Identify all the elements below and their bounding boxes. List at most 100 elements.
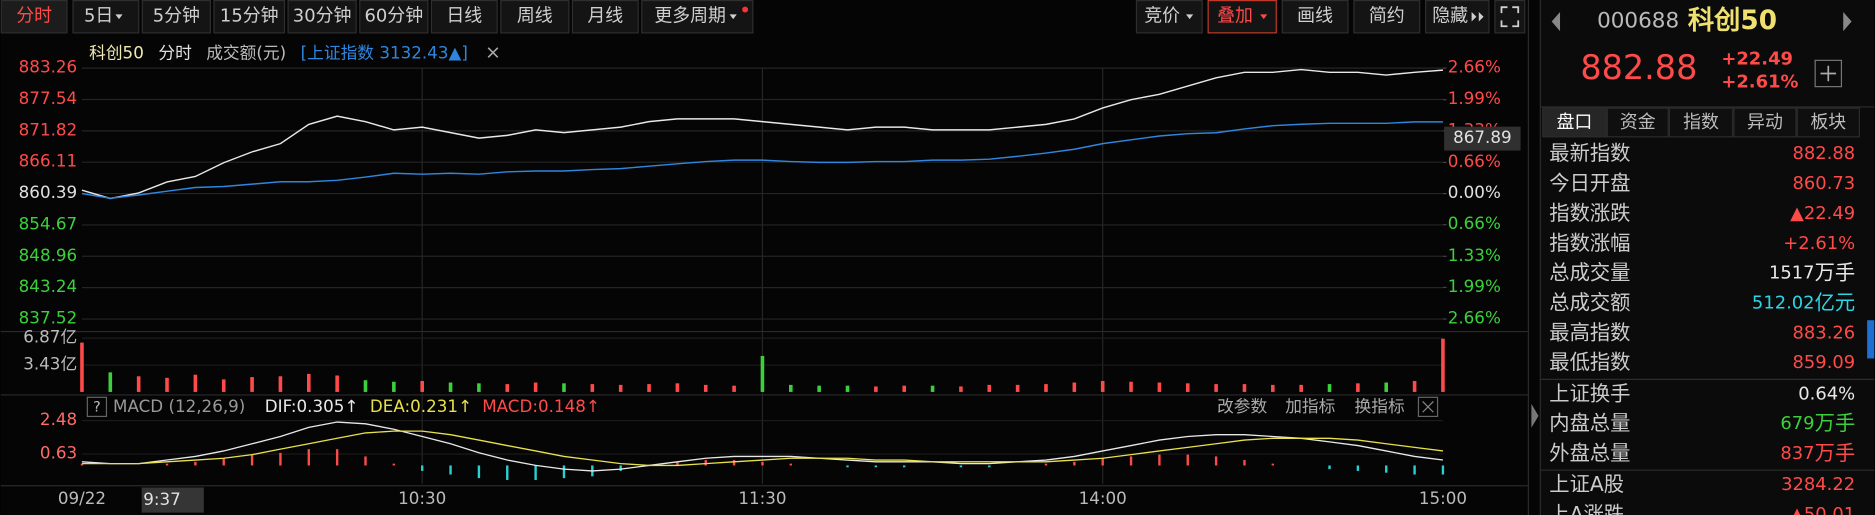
macd-bar [704, 460, 707, 466]
tab-label[interactable]: 资金 [1620, 112, 1656, 133]
macd-bar [421, 465, 424, 471]
indicator-action[interactable]: 换指标 [1355, 396, 1405, 416]
macd-bar [1328, 465, 1331, 470]
tab[interactable] [1668, 107, 1734, 138]
indicator-action[interactable]: 加指标 [1285, 396, 1335, 416]
row-label: 指数涨幅 [1549, 231, 1630, 255]
period-button[interactable] [213, 0, 286, 34]
y-tick-label: 3.43亿 [23, 354, 77, 374]
help-label[interactable]: ? [93, 399, 101, 415]
close-overlay[interactable] [487, 47, 499, 58]
y-tick-label: 843.24 [19, 276, 78, 296]
period-label[interactable]: 周线 [517, 6, 553, 27]
macd-bar [534, 465, 537, 480]
tab-label[interactable]: 指数 [1683, 112, 1719, 133]
period-button[interactable] [141, 0, 212, 34]
macd-bar [1271, 463, 1275, 466]
period-button[interactable] [287, 0, 357, 34]
next-arrow[interactable] [1843, 11, 1852, 32]
tool-label[interactable]: 竞价 [1144, 6, 1180, 27]
period-label[interactable]: 30分钟 [293, 6, 352, 27]
y-tick-label: 854.67 [19, 213, 78, 233]
volume-bar [1015, 384, 1020, 392]
period-label[interactable]: 5分钟 [153, 6, 200, 27]
tool-button[interactable] [1425, 0, 1490, 34]
period-label[interactable]: 更多周期 [654, 6, 726, 27]
macd-bar [903, 465, 906, 468]
volume-bar [1412, 380, 1417, 392]
tab[interactable] [1606, 107, 1669, 138]
indicator-action[interactable]: 改参数 [1217, 396, 1267, 416]
macd-name: MACD (12,26,9) [113, 396, 245, 416]
volume-bar [363, 380, 368, 392]
row-value: 1517 [1769, 263, 1815, 284]
y-tick-label: 871.82 [19, 119, 78, 139]
macd-bar [222, 458, 225, 466]
macd-bar [307, 449, 310, 466]
period-label[interactable]: 日线 [446, 6, 482, 27]
period-label[interactable]: 月线 [587, 6, 623, 27]
period-button[interactable] [0, 0, 68, 34]
volume-bar [136, 376, 141, 392]
period-button[interactable] [430, 0, 498, 34]
tab[interactable] [1796, 107, 1860, 138]
y2-tick-label: 1.99% [1448, 276, 1501, 296]
tool-button[interactable] [1281, 0, 1349, 34]
tool-label[interactable]: 叠加 [1217, 6, 1253, 27]
row-unit: 万手 [1815, 261, 1856, 285]
tab-label[interactable]: 盘口 [1556, 112, 1592, 133]
tab[interactable] [1542, 107, 1607, 138]
macd-line [81, 430, 1444, 467]
macd-bar [1186, 454, 1189, 466]
volume-bar [760, 355, 765, 392]
period-button[interactable] [571, 0, 639, 34]
volume-bar [902, 385, 907, 392]
help-button[interactable] [86, 396, 108, 418]
x-tick-label: 09/22 [58, 488, 106, 508]
tool-label[interactable]: 画线 [1297, 6, 1333, 27]
legend-name: 科创50 [89, 42, 144, 62]
collapse-handle[interactable] [1531, 403, 1539, 428]
tab[interactable] [1733, 107, 1797, 138]
legend-volume: 成交额(元) [206, 42, 286, 62]
crosshair-time: 9:37 [143, 489, 181, 509]
close-indicator[interactable] [1417, 396, 1439, 418]
prev-arrow[interactable] [1551, 11, 1561, 32]
period-label[interactable]: 15分钟 [220, 6, 279, 27]
volume-bar [533, 382, 538, 392]
tab-label[interactable]: 异动 [1747, 112, 1783, 133]
tab-label[interactable]: 板块 [1810, 112, 1846, 133]
fullscreen-button[interactable] [1494, 0, 1526, 34]
row-label: 最新指数 [1549, 141, 1630, 165]
y-tick-label: 0.63 [40, 443, 77, 463]
macd-bar [165, 463, 169, 466]
period-button[interactable] [500, 0, 570, 34]
tool-button[interactable] [1353, 0, 1421, 34]
macd-bar [194, 461, 197, 466]
volume-bar [392, 381, 396, 392]
scroll-indicator [1867, 320, 1875, 359]
legend-overlay[interactable]: [上证指数 3132.43▲] [301, 42, 468, 62]
tool-label[interactable]: 简约 [1369, 6, 1405, 27]
period-label[interactable]: 60分钟 [365, 6, 424, 27]
y2-tick-label: 2.66% [1448, 57, 1501, 77]
period-button[interactable] [72, 0, 140, 34]
macd-bar [449, 465, 452, 475]
row-unit: 亿元 [1815, 291, 1856, 315]
macd-bar [392, 463, 396, 466]
crosshair-value: 867.89 [1453, 127, 1512, 147]
quote-panel [1540, 0, 1875, 515]
row-label: 内盘总量 [1549, 411, 1630, 435]
period-label[interactable]: 5日 [84, 6, 113, 27]
add-button[interactable] [1814, 59, 1843, 88]
volume-bar [1271, 384, 1275, 392]
tool-button[interactable] [1207, 0, 1277, 34]
add-icon [1820, 65, 1837, 82]
row-value: 837 [1780, 443, 1814, 464]
tool-label[interactable]: 隐藏 [1432, 6, 1468, 27]
y2-tick-label: 1.99% [1448, 88, 1501, 108]
volume-bar [845, 385, 850, 392]
period-label[interactable]: 分时 [16, 6, 52, 27]
period-button[interactable] [359, 0, 429, 34]
